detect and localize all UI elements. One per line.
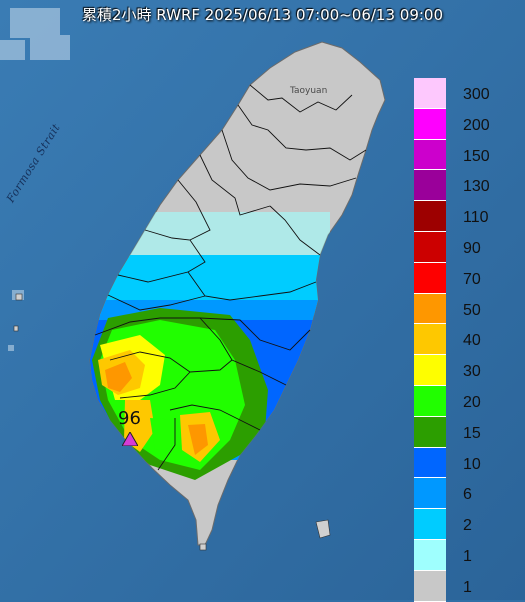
offshore-islands — [13, 293, 331, 551]
legend-swatch — [414, 478, 446, 510]
legend-row: 20 — [413, 385, 525, 417]
map-title: 累積2小時 RWRF 2025/06/13 07:00~06/13 09:00 — [81, 6, 444, 24]
color-legend: 300 200 150 130 110 90 70 50 40 30 20 15 10 6 2 1 1 — [413, 78, 525, 602]
legend-swatch — [414, 447, 446, 479]
legend-row: 200 — [413, 108, 525, 140]
max-rainfall-marker-icon — [122, 432, 138, 446]
legend-row: 1 — [413, 539, 525, 571]
legend-row: 70 — [413, 262, 525, 294]
legend-swatch — [414, 416, 446, 448]
legend-label: 1 — [463, 578, 472, 596]
legend-row: 6 — [413, 478, 525, 510]
legend-label: 20 — [463, 393, 481, 411]
legend-swatch — [414, 355, 446, 386]
legend-row: 300 — [413, 78, 525, 109]
legend-row: 2 — [413, 509, 525, 540]
legend-swatch — [414, 262, 446, 294]
legend-label: 150 — [463, 147, 490, 165]
legend-swatch — [414, 509, 446, 540]
legend-swatch — [414, 170, 446, 202]
legend-swatch — [414, 78, 446, 109]
legend-swatch — [414, 139, 446, 171]
legend-row: 40 — [413, 324, 525, 356]
legend-label: 50 — [463, 301, 481, 319]
legend-label: 1 — [463, 547, 472, 565]
legend-label: 6 — [463, 486, 472, 504]
legend-row: 15 — [413, 416, 525, 448]
legend-label: 300 — [463, 86, 490, 103]
legend-label: 2 — [463, 517, 472, 535]
legend-label: 70 — [463, 270, 481, 288]
legend-swatch — [414, 324, 446, 356]
legend-label: 15 — [463, 424, 481, 442]
legend-swatch — [414, 539, 446, 571]
legend-label: 30 — [463, 363, 481, 381]
legend-row: 30 — [413, 355, 525, 386]
legend-swatch — [414, 108, 446, 140]
legend-swatch — [414, 570, 446, 602]
legend-label: 10 — [463, 455, 481, 473]
legend-label: 200 — [463, 116, 490, 134]
legend-label: 40 — [463, 332, 481, 350]
legend-row: 50 — [413, 293, 525, 325]
legend-swatch — [414, 293, 446, 325]
legend-label: 90 — [463, 239, 481, 257]
legend-row: 130 — [413, 170, 525, 202]
legend-swatch — [414, 231, 446, 263]
legend-swatch — [414, 201, 446, 232]
legend-label: 130 — [463, 178, 490, 196]
legend-swatch — [414, 385, 446, 417]
max-rainfall-value: 96 — [118, 408, 141, 429]
legend-row: 1 — [413, 570, 525, 602]
cloud-patches — [0, 8, 70, 351]
legend-row: 110 — [413, 201, 525, 232]
legend-row: 90 — [413, 231, 525, 263]
county-boundaries — [94, 84, 367, 471]
legend-label: 110 — [463, 209, 489, 227]
city-label: Taoyuan — [290, 86, 328, 96]
legend-row: 150 — [413, 139, 525, 171]
legend-row: 10 — [413, 447, 525, 479]
